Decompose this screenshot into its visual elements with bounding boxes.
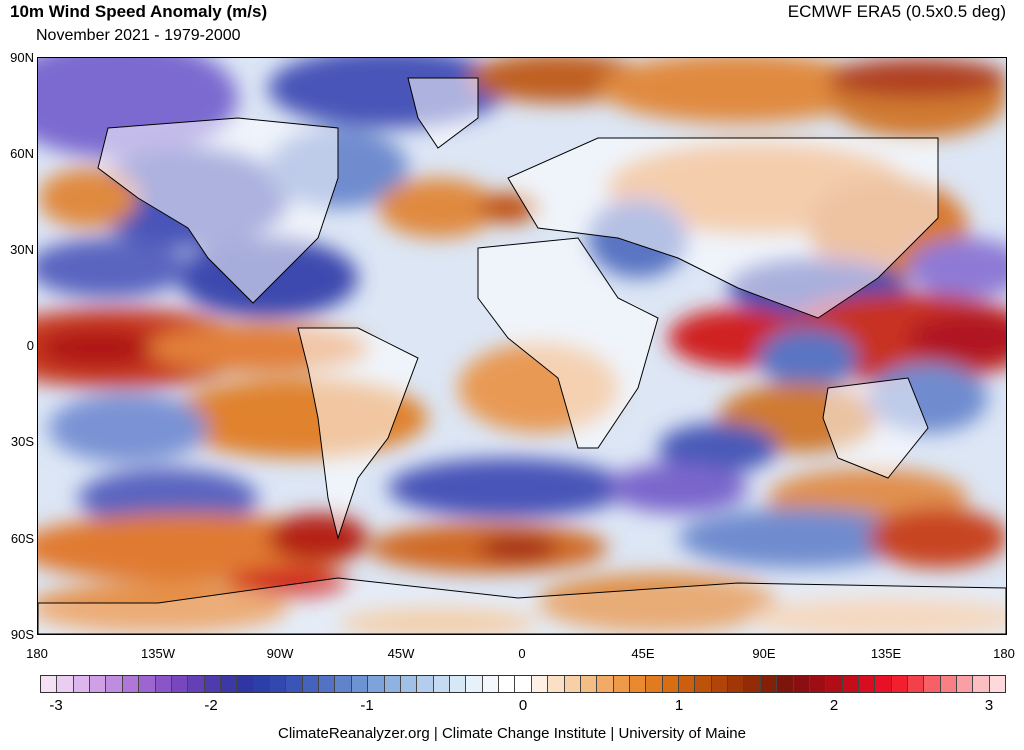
- lon-label-135w: 135W: [141, 646, 175, 661]
- colorbar-swatch: [809, 676, 827, 692]
- colorbar-label-3: 3: [984, 697, 994, 714]
- colorbar-swatch: [499, 676, 516, 692]
- lon-label-90w: 90W: [266, 646, 294, 661]
- colorbar-swatch: [433, 676, 450, 692]
- lat-label-60s: 60S: [10, 531, 34, 546]
- colorbar-swatch: [90, 676, 107, 692]
- lon-label-45w: 45W: [387, 646, 415, 661]
- colorbar-swatch: [319, 676, 336, 692]
- colorbar-label-0: 0: [518, 697, 528, 714]
- colorbar-swatch: [449, 676, 467, 692]
- lon-label-90e: 90E: [752, 646, 776, 661]
- colorbar-swatch: [417, 676, 434, 692]
- colorbar-swatch: [777, 676, 794, 692]
- colorbar-swatch: [613, 676, 630, 692]
- colorbar-label-1: 1: [674, 697, 684, 714]
- colorbar-swatch: [204, 676, 221, 692]
- coastlines: [38, 77, 1006, 634]
- colorbar-swatch: [368, 676, 385, 692]
- map-subtitle: November 2021 - 1979-2000: [36, 27, 241, 44]
- footer-credit: ClimateReanalyzer.org | Climate Change I…: [278, 725, 746, 742]
- lat-label-60n: 60N: [10, 146, 34, 161]
- colorbar-swatch: [989, 676, 1006, 692]
- lat-label-90n: 90N: [10, 50, 34, 65]
- colorbar-swatch: [73, 676, 91, 692]
- colorbar-swatch: [646, 676, 663, 692]
- data-source-label: ECMWF ERA5 (0.5x0.5 deg): [787, 2, 1006, 21]
- colorbar-swatch: [106, 676, 123, 692]
- colorbar-swatch: [171, 676, 189, 692]
- colorbar-swatch: [908, 676, 925, 692]
- colorbar-swatch: [957, 676, 974, 692]
- colorbar-swatch: [302, 676, 320, 692]
- colorbar-swatch: [760, 676, 778, 692]
- colorbar-swatch: [482, 676, 500, 692]
- lat-label-30s: 30S: [10, 434, 34, 449]
- colorbar-swatch: [155, 676, 172, 692]
- lat-label-90s: 90S: [10, 627, 34, 642]
- colorbar-swatch: [973, 676, 990, 692]
- colorbar-label-neg3: -3: [49, 697, 63, 714]
- colorbar-swatch: [744, 676, 761, 692]
- colorbar-swatch: [924, 676, 941, 692]
- colorbar-swatch: [679, 676, 696, 692]
- colorbar-swatch: [580, 676, 598, 692]
- colorbar-swatch: [139, 676, 156, 692]
- colorbar-label-2: 2: [829, 697, 839, 714]
- colorbar: [40, 675, 1006, 693]
- colorbar-swatch: [188, 676, 205, 692]
- colorbar-swatch: [41, 676, 58, 692]
- colorbar-swatch: [875, 676, 892, 692]
- colorbar-swatch: [531, 676, 549, 692]
- colorbar-swatch: [842, 676, 859, 692]
- colorbar-swatch: [940, 676, 958, 692]
- colorbar-swatch: [253, 676, 271, 692]
- lon-label-45e: 45E: [631, 646, 655, 661]
- colorbar-swatch: [891, 676, 909, 692]
- colorbar-label-neg1: -1: [360, 697, 374, 714]
- colorbar-label-neg2: -2: [204, 697, 218, 714]
- colorbar-swatch: [466, 676, 483, 692]
- colorbar-swatch: [548, 676, 565, 692]
- colorbar-swatch: [695, 676, 712, 692]
- colorbar-swatch: [384, 676, 401, 692]
- colorbar-swatch: [662, 676, 680, 692]
- colorbar-swatch: [335, 676, 352, 692]
- colorbar-swatch: [564, 676, 581, 692]
- colorbar-swatch: [629, 676, 647, 692]
- colorbar-swatch: [826, 676, 843, 692]
- colorbar-swatch: [728, 676, 745, 692]
- colorbar-swatch: [858, 676, 876, 692]
- colorbar-swatch: [711, 676, 729, 692]
- lon-label-180e: 180: [993, 646, 1015, 661]
- lon-label-180w: 180: [26, 646, 48, 661]
- colorbar-swatch: [351, 676, 369, 692]
- colorbar-swatch: [515, 676, 532, 692]
- colorbar-swatch: [286, 676, 303, 692]
- lat-label-30n: 30N: [10, 242, 34, 257]
- map-title: 10m Wind Speed Anomaly (m/s): [10, 2, 268, 21]
- colorbar-swatch: [220, 676, 238, 692]
- lon-label-0: 0: [518, 646, 526, 661]
- colorbar-swatch: [400, 676, 418, 692]
- lon-label-135e: 135E: [870, 646, 902, 661]
- lat-label-0: 0: [26, 338, 34, 353]
- anomaly-map: [37, 57, 1007, 635]
- colorbar-swatch: [237, 676, 254, 692]
- map-canvas: [38, 58, 1006, 634]
- colorbar-swatch: [122, 676, 140, 692]
- colorbar-swatch: [597, 676, 614, 692]
- colorbar-swatch: [793, 676, 810, 692]
- colorbar-swatch: [57, 676, 74, 692]
- colorbar-swatch: [270, 676, 287, 692]
